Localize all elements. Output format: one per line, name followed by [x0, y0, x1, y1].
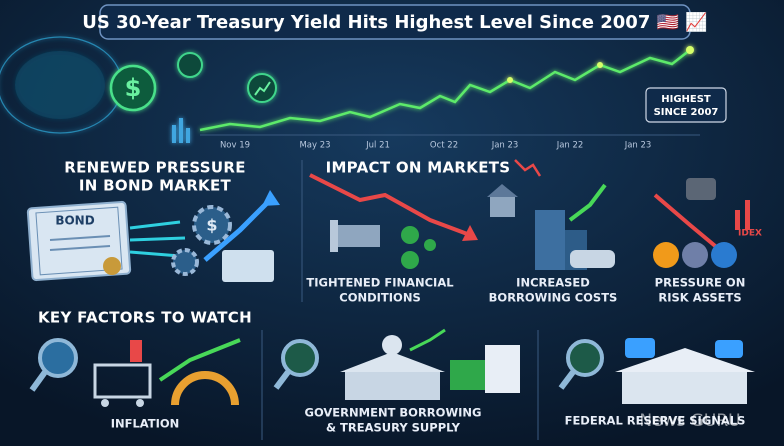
section-title: IN BOND MARKET — [79, 177, 232, 195]
svg-text:$: $ — [206, 216, 217, 235]
section-title: IMPACT ON MARKETS — [326, 159, 511, 177]
timeline-label: May 23 — [299, 141, 330, 151]
document-label: BOND — [55, 214, 94, 228]
item-label: PRESSURE ON — [655, 276, 746, 290]
timeline: Nov 19 May 23 Jul 21 Oct 22 Jan 23 Jan 22 Jan … — [220, 141, 651, 151]
timeline-label: Nov 19 — [220, 141, 250, 151]
item-label: FEDERAL RESERVE SIGNALS — [565, 414, 746, 428]
badge — [645, 87, 727, 123]
item-label: BORROWING COSTS — [489, 291, 618, 305]
item-label: TIGHTENED FINANCIAL — [306, 276, 454, 290]
section-title: KEY FACTORS TO WATCH — [38, 309, 252, 327]
timeline-label: Oct 22 — [430, 141, 458, 151]
title: US 30-Year Treasury Yield Hits Highest L… — [82, 11, 707, 33]
item-label: & TREASURY SUPPLY — [326, 421, 461, 435]
item-label: INFLATION — [111, 417, 180, 431]
bond-illustration: $ — [26, 190, 280, 282]
timeline-label: Jan 23 — [491, 141, 519, 151]
watermark: News GURU — [639, 411, 740, 431]
item-label: INCREASED — [516, 276, 590, 290]
timeline-label: Jan 22 — [556, 141, 584, 151]
timeline-label: Jul 21 — [365, 141, 390, 151]
badge-text: HIGHEST — [661, 94, 711, 105]
badge-text: SINCE 2007 — [654, 107, 719, 118]
header-illustration: $ — [0, 36, 694, 143]
timeline-label: Jan 23 — [624, 141, 652, 151]
item-label: GOVERNMENT BORROWING — [305, 406, 482, 420]
chart-label: IDEX — [738, 229, 762, 239]
impact-illustration — [309, 159, 750, 270]
item-label: RISK ASSETS — [658, 291, 741, 305]
item-label: CONDITIONS — [339, 291, 420, 305]
svg-text:$: $ — [125, 74, 142, 102]
factors-illustration — [29, 328, 755, 407]
section-title: RENEWED PRESSURE — [64, 159, 246, 177]
title-box — [99, 4, 691, 40]
